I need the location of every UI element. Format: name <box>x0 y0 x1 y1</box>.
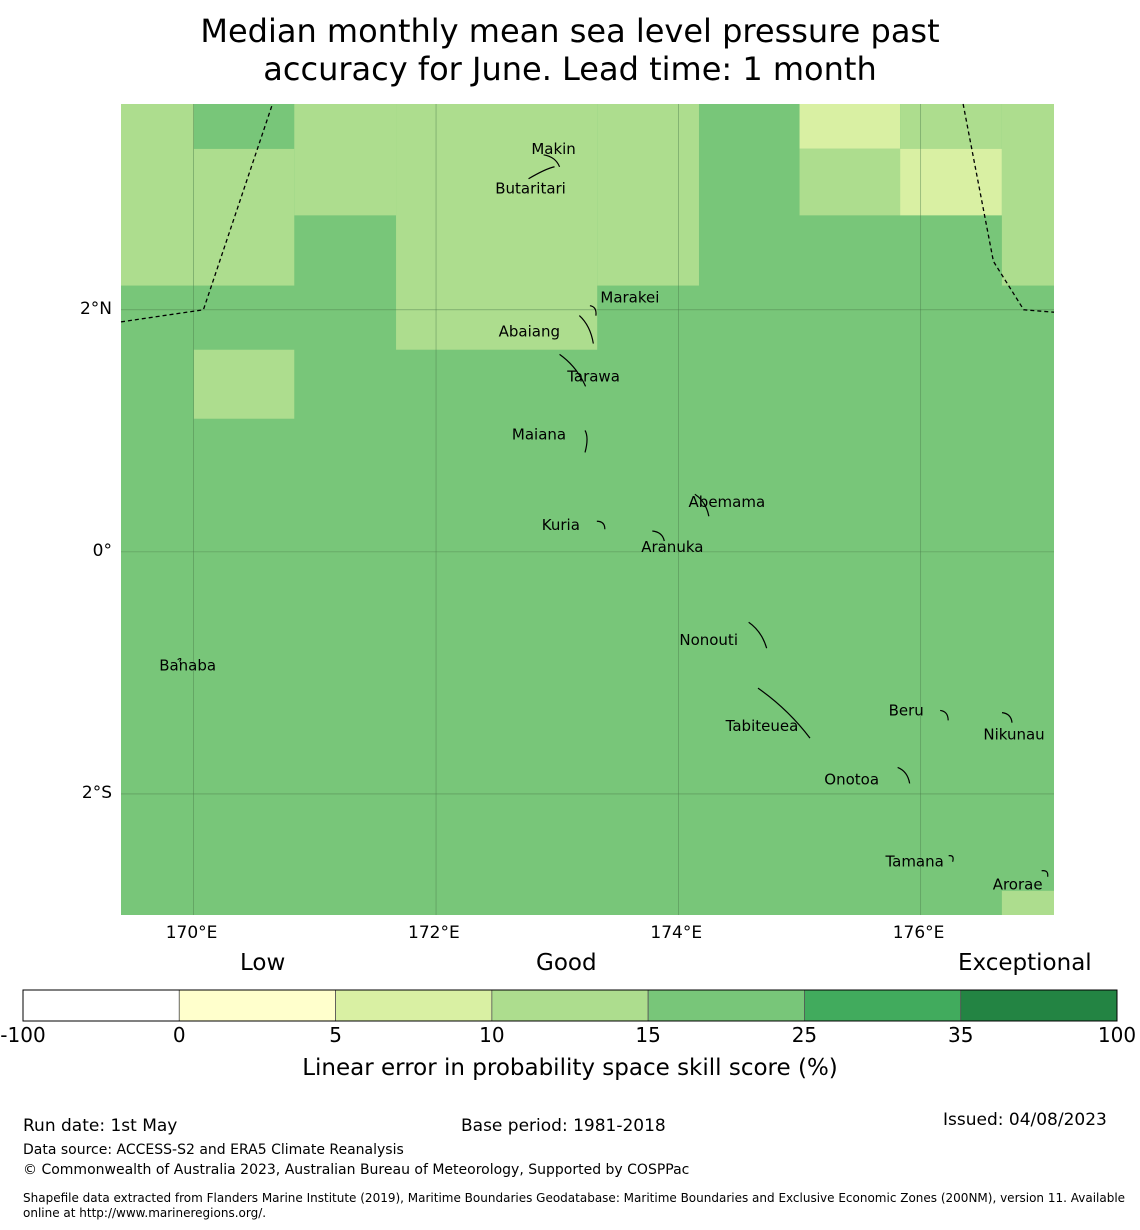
colorbar-category-exceptional: Exceptional <box>958 950 1092 976</box>
skill-cell <box>900 104 1002 149</box>
colorbar-tick-label: 0 <box>172 1023 186 1047</box>
shapefile-credit: Shapefile data extracted from Flanders M… <box>23 1191 1126 1220</box>
map-canvas: Makin Butaritari Marakei Abaiang Tarawa Maian… <box>120 103 1055 915</box>
latitude-tick-label: 0° <box>92 540 112 561</box>
place-label-abaiang: Abaiang <box>499 323 560 341</box>
longitude-tick-label: 172°E <box>408 923 460 943</box>
island-outline <box>528 166 555 180</box>
island-outline <box>1001 712 1013 723</box>
skill-cell <box>193 104 295 149</box>
place-label-aranuka: Aranuka <box>641 538 703 556</box>
longitude-tick-label: 176°E <box>892 923 945 943</box>
eez-boundary-east <box>962 103 1055 313</box>
map-title-line-1: Median monthly mean sea level pressure p… <box>200 12 940 50</box>
colorbar-frame <box>22 989 1118 1022</box>
colorbar-category-good: Good <box>536 950 597 976</box>
skill-cell <box>193 148 295 286</box>
colorbar-tick-label: 25 <box>791 1023 818 1047</box>
island-outline <box>940 709 949 721</box>
island-outline <box>177 657 182 662</box>
colorbar-tick-label: 15 <box>635 1023 661 1047</box>
colorbar-bin <box>804 989 962 1022</box>
island-outline <box>1041 870 1049 877</box>
place-label-beru: Beru <box>889 701 924 719</box>
place-label-kuria: Kuria <box>542 516 580 534</box>
colorbar-bin <box>647 989 805 1022</box>
skill-cell <box>1001 890 1054 915</box>
place-label-marakei: Marakei <box>600 289 659 307</box>
place-label-nonouti: Nonouti <box>679 631 738 649</box>
latitude-tick-label: 2°S <box>81 782 112 803</box>
latitude-tick-label: 2°N <box>79 298 112 319</box>
skill-cell <box>121 104 194 286</box>
run-date: Run date: 1st May <box>23 1116 178 1136</box>
place-label-nikunau: Nikunau <box>983 726 1044 744</box>
base-period: Base period: 1981-2018 <box>461 1116 666 1136</box>
longitude-tick-label: 170°E <box>165 923 218 943</box>
colorbar-tick-label: 5 <box>329 1023 342 1047</box>
island-outline <box>897 766 911 784</box>
place-label-maiana: Maiana <box>512 425 566 443</box>
copyright-notice: © Commonwealth of Australia 2023, Austra… <box>23 1162 690 1178</box>
longitude-tick-label: 174°E <box>650 923 703 943</box>
colorbar-bin <box>491 989 649 1022</box>
island-outline <box>578 315 594 344</box>
island-outline <box>757 687 811 739</box>
skill-cell <box>1001 104 1054 286</box>
island-outline <box>948 855 954 862</box>
island-outline <box>543 154 561 168</box>
skill-cell <box>396 104 598 350</box>
island-outline <box>589 305 597 316</box>
issued-date: Issued: 04/08/2023 <box>943 1110 1107 1130</box>
place-label-tabiteuea: Tabiteuea <box>725 717 799 735</box>
island-outline <box>584 430 588 453</box>
island-outline <box>748 621 768 649</box>
colorbar-tick-label: 100 <box>1097 1023 1137 1047</box>
colorbar-tick-label: 10 <box>479 1023 505 1047</box>
skill-cell <box>799 104 901 149</box>
colorbar-bin <box>22 989 180 1022</box>
place-label-onotoa: Onotoa <box>824 770 879 788</box>
place-label-tamana: Tamana <box>884 853 943 871</box>
skill-cell <box>294 104 397 216</box>
place-label-butaritari: Butaritari <box>495 180 566 198</box>
skill-cell <box>900 148 1002 216</box>
place-label-tarawa: Tarawa <box>566 367 620 385</box>
colorbar-tick-label: 35 <box>947 1023 974 1047</box>
colorbar-bin <box>335 989 493 1022</box>
skill-cell <box>799 148 901 216</box>
colorbar-category-low: Low <box>240 950 286 976</box>
island-outline <box>596 520 606 530</box>
island-outline <box>559 353 587 387</box>
island-outline <box>652 530 665 542</box>
map-title-line-2: accuracy for June. Lead time: 1 month <box>263 50 877 88</box>
colorbar-tick-label: -100 <box>0 1023 46 1047</box>
place-label-abemama: Abemama <box>689 493 766 511</box>
data-source: Data source: ACCESS-S2 and ERA5 Climate … <box>23 1142 404 1158</box>
skill-cell <box>597 104 699 286</box>
island-outline <box>694 493 710 517</box>
eez-boundary-west <box>120 103 274 323</box>
skill-cell <box>193 349 295 419</box>
colorbar-bin <box>178 989 336 1022</box>
place-label-arorae: Arorae <box>993 876 1043 894</box>
place-label-makin: Makin <box>531 140 576 158</box>
colorbar-label: Linear error in probability space skill … <box>302 1055 838 1081</box>
place-label-banaba: Banaba <box>159 657 216 675</box>
colorbar <box>22 989 1118 1022</box>
colorbar-bin <box>960 989 1118 1022</box>
